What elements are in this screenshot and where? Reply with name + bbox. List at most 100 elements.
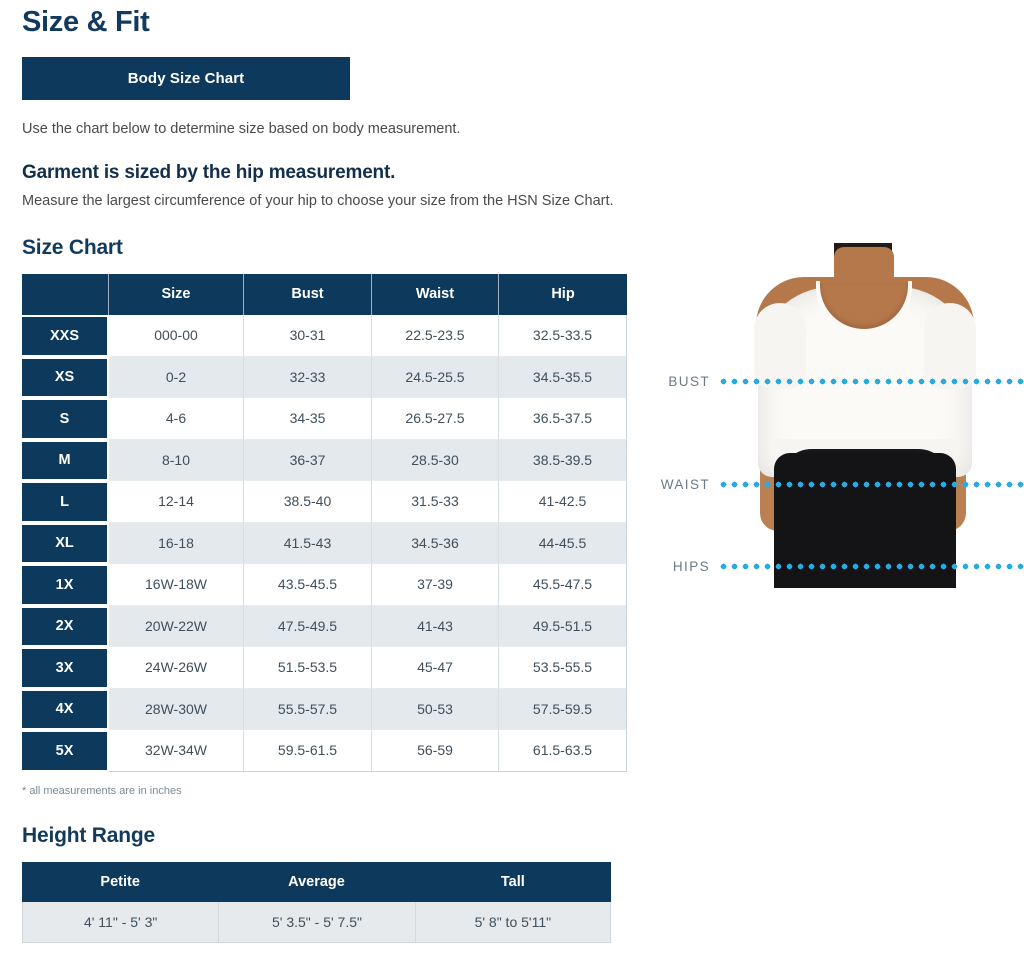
size-chart-body: XXS 000-00 30-31 22.5-23.5 32.5-33.5 XS … (22, 315, 627, 772)
measurement-diagram: BUST WAIST HIPS (648, 243, 1024, 588)
body-size-chart-tab-label: Body Size Chart (127, 70, 245, 87)
cell-waist: 56-59 (372, 730, 499, 772)
intro-text: Use the chart below to determine size ba… (22, 121, 461, 137)
bust-label: BUST (668, 373, 710, 389)
cell-hip: 36.5-37.5 (499, 398, 627, 440)
waist-dotted-line-icon (718, 480, 1024, 488)
cell-hip: 41-42.5 (499, 481, 627, 523)
cell-waist: 24.5-25.5 (372, 356, 499, 399)
waist-label: WAIST (660, 476, 710, 492)
row-size-label: 3X (22, 647, 109, 689)
cell-petite-range: 4' 11" - 5' 3" (22, 901, 219, 943)
cell-size: 32W-34W (109, 730, 244, 772)
column-header-hip: Hip (499, 273, 627, 316)
bust-dotted-line-icon (718, 377, 1024, 385)
row-size-label: XS (22, 356, 109, 399)
cell-waist: 37-39 (372, 564, 499, 606)
hips-measurement-line: HIPS (648, 556, 1024, 576)
cell-size: 16-18 (109, 522, 244, 565)
cell-size: 20W-22W (109, 605, 244, 648)
table-row: L 12-14 38.5-40 31.5-33 41-42.5 (22, 481, 627, 523)
column-header-waist: Waist (372, 273, 499, 316)
cell-hip: 53.5-55.5 (499, 647, 627, 689)
row-size-label: XL (22, 522, 109, 565)
height-range-body: 4' 11" - 5' 3" 5' 3.5" - 5' 7.5" 5' 8" t… (22, 901, 611, 943)
height-range-head: Petite Average Tall (22, 861, 611, 902)
cell-waist: 50-53 (372, 688, 499, 731)
cell-size: 16W-18W (109, 564, 244, 606)
cell-bust: 38.5-40 (244, 481, 372, 523)
row-size-label: S (22, 398, 109, 440)
model-photo (716, 243, 1008, 588)
cell-size: 000-00 (109, 315, 244, 357)
cell-hip: 61.5-63.5 (499, 730, 627, 772)
cell-bust: 47.5-49.5 (244, 605, 372, 648)
cell-size: 28W-30W (109, 688, 244, 731)
row-size-label: 1X (22, 564, 109, 606)
table-row: M 8-10 36-37 28.5-30 38.5-39.5 (22, 439, 627, 482)
cell-waist: 45-47 (372, 647, 499, 689)
cell-bust: 43.5-45.5 (244, 564, 372, 606)
row-size-label: 4X (22, 688, 109, 731)
body-size-chart-tab[interactable]: Body Size Chart (22, 57, 350, 100)
page-title: Size & Fit (22, 6, 150, 38)
table-row: 4' 11" - 5' 3" 5' 3.5" - 5' 7.5" 5' 8" t… (22, 901, 611, 943)
row-size-label: M (22, 439, 109, 482)
table-row: 3X 24W-26W 51.5-53.5 45-47 53.5-55.5 (22, 647, 627, 689)
table-row: 1X 16W-18W 43.5-45.5 37-39 45.5-47.5 (22, 564, 627, 606)
size-chart-table: Size Bust Waist Hip XXS 000-00 30-31 22.… (22, 273, 627, 772)
table-row: 4X 28W-30W 55.5-57.5 50-53 57.5-59.5 (22, 688, 627, 731)
measurement-footnote: * all measurements are in inches (22, 784, 182, 797)
cell-tall-range: 5' 8" to 5'11" (414, 901, 611, 943)
cell-waist: 26.5-27.5 (372, 398, 499, 440)
row-size-label: XXS (22, 315, 109, 357)
garment-sizing-text: Measure the largest circumference of you… (22, 193, 614, 210)
cell-bust: 59.5-61.5 (244, 730, 372, 772)
column-header-petite: Petite (22, 861, 219, 902)
size-chart-header-row: Size Bust Waist Hip (22, 273, 627, 316)
cell-bust: 32-33 (244, 356, 372, 399)
column-header-tall: Tall (414, 861, 611, 902)
height-range-heading: Height Range (22, 823, 155, 847)
height-range-table: Petite Average Tall 4' 11" - 5' 3" 5' 3.… (22, 861, 611, 943)
row-size-label: 5X (22, 730, 109, 772)
cell-hip: 49.5-51.5 (499, 605, 627, 648)
cell-hip: 45.5-47.5 (499, 564, 627, 606)
cell-waist: 31.5-33 (372, 481, 499, 523)
waist-measurement-line: WAIST (648, 474, 1024, 494)
column-header-bust: Bust (244, 273, 372, 316)
right-sleeve-shape (924, 303, 976, 389)
cell-average-range: 5' 3.5" - 5' 7.5" (218, 901, 415, 943)
cell-waist: 28.5-30 (372, 439, 499, 482)
table-row: 5X 32W-34W 59.5-61.5 56-59 61.5-63.5 (22, 730, 627, 772)
bust-measurement-line: BUST (648, 371, 1024, 391)
cell-bust: 55.5-57.5 (244, 688, 372, 731)
column-header-average: Average (218, 861, 415, 902)
garment-sizing-heading: Garment is sized by the hip measurement. (22, 162, 396, 184)
cell-bust: 34-35 (244, 398, 372, 440)
cell-hip: 44-45.5 (499, 522, 627, 565)
cell-size: 8-10 (109, 439, 244, 482)
cell-waist: 22.5-23.5 (372, 315, 499, 357)
hips-label: HIPS (672, 558, 710, 574)
table-row: S 4-6 34-35 26.5-27.5 36.5-37.5 (22, 398, 627, 440)
table-row: XL 16-18 41.5-43 34.5-36 44-45.5 (22, 522, 627, 565)
row-size-label: L (22, 481, 109, 523)
table-row: XS 0-2 32-33 24.5-25.5 34.5-35.5 (22, 356, 627, 399)
cell-bust: 36-37 (244, 439, 372, 482)
cell-waist: 34.5-36 (372, 522, 499, 565)
size-chart-head: Size Bust Waist Hip (22, 273, 627, 316)
table-row: 2X 20W-22W 47.5-49.5 41-43 49.5-51.5 (22, 605, 627, 648)
cell-hip: 34.5-35.5 (499, 356, 627, 399)
cell-bust: 30-31 (244, 315, 372, 357)
left-column: Size & Fit Body Size Chart Use the chart… (22, 0, 627, 943)
height-range-header-row: Petite Average Tall (22, 861, 611, 902)
cell-size: 12-14 (109, 481, 244, 523)
cell-hip: 32.5-33.5 (499, 315, 627, 357)
left-sleeve-shape (754, 303, 806, 389)
column-header-corner (22, 273, 109, 316)
cell-bust: 41.5-43 (244, 522, 372, 565)
cell-bust: 51.5-53.5 (244, 647, 372, 689)
cell-size: 24W-26W (109, 647, 244, 689)
cell-size: 4-6 (109, 398, 244, 440)
